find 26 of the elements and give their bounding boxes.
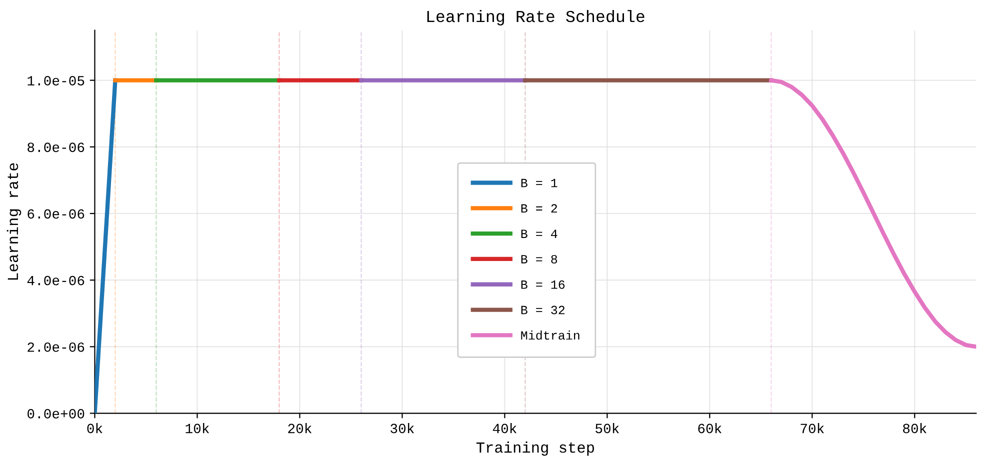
x-tick-label: 40k bbox=[492, 423, 516, 434]
legend-label: B = 2 bbox=[521, 204, 557, 213]
x-tick-label: 50k bbox=[596, 423, 619, 434]
legend-label: B = 4 bbox=[521, 230, 558, 238]
legend-label: B = 8 bbox=[521, 254, 558, 264]
legend-label: B = 16 bbox=[521, 280, 565, 289]
chart-title: Learning Rate Schedule bbox=[427, 10, 644, 26]
x-tick-label: 10k bbox=[186, 423, 210, 434]
y-tick-label: 2.0e-06 bbox=[28, 342, 84, 352]
x-tick-label: 70k bbox=[800, 423, 824, 434]
y-tick-label: 0.0e+00 bbox=[28, 409, 84, 418]
legend-label: Midtrain bbox=[521, 330, 580, 340]
y-tick-label: 4.0e-06 bbox=[27, 276, 84, 286]
x-axis-title: Training step bbox=[476, 442, 594, 456]
y-tick-label: 6.0e-06 bbox=[28, 209, 84, 219]
x-tick-label: 60k bbox=[698, 423, 722, 434]
y-tick-label: 8.0e-06 bbox=[28, 142, 84, 152]
x-tick-label: 30k bbox=[390, 423, 414, 434]
x-tick-label: 80k bbox=[903, 423, 926, 434]
x-tick-label: 0k bbox=[87, 423, 102, 434]
y-tick-label: 1.0e-05 bbox=[28, 76, 84, 86]
x-tick-label: 20k bbox=[288, 423, 312, 434]
y-axis-title: Learning rate bbox=[6, 163, 22, 280]
legend-label: B = 32 bbox=[521, 306, 564, 314]
line-series bbox=[769, 78, 976, 349]
legend-label: B = 1 bbox=[521, 178, 558, 188]
